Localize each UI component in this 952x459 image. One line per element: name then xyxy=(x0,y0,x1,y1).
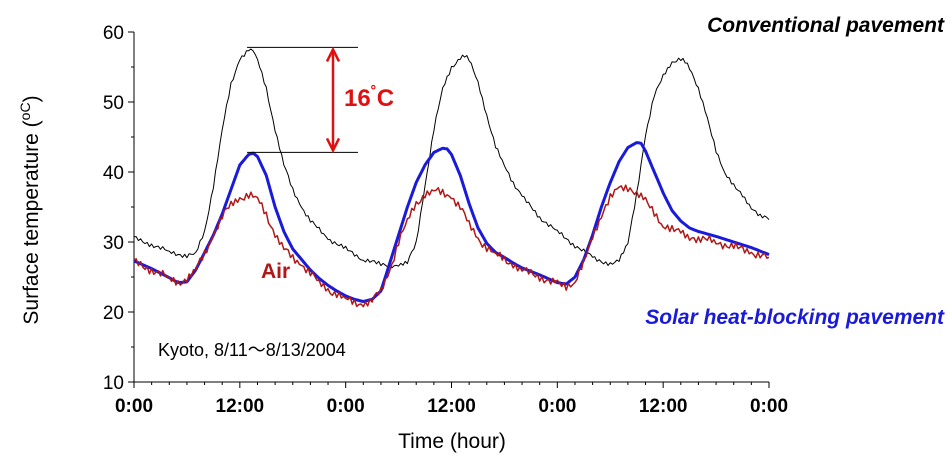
annotation-label: 16˚C xyxy=(344,84,394,112)
y-tick-label: 60 xyxy=(103,23,124,44)
x-tick-label: 0:00 xyxy=(538,396,576,417)
x-tick-label: 12:00 xyxy=(216,396,265,417)
conventional-pavement-line xyxy=(133,48,770,269)
x-tick-label: 0:00 xyxy=(750,396,788,417)
x-tick-label: 0:00 xyxy=(327,396,365,417)
annotation-arrow-head-down xyxy=(325,137,341,154)
y-tick-label: 20 xyxy=(103,303,124,324)
x-axis-title: Time (hour) xyxy=(398,430,506,453)
y-axis-title: Surface temperature (oC) xyxy=(17,95,43,324)
y-tick-label: 30 xyxy=(103,233,124,254)
y-tick-label: 10 xyxy=(103,373,124,394)
annotation-arrow-head-up xyxy=(325,46,341,62)
difference-annotation: 16˚C xyxy=(247,46,394,154)
solar-heat-blocking-pavement-line xyxy=(133,141,770,303)
air-label: Air xyxy=(261,260,290,283)
conventional-pavement-label: Conventional pavement xyxy=(707,14,945,37)
y-tick-label: 50 xyxy=(103,93,124,114)
labels: Surface temperature (oC) Time (hour) Kyo… xyxy=(17,14,945,453)
axes xyxy=(128,31,770,388)
air-line xyxy=(133,184,770,308)
y-tick-label: 40 xyxy=(103,163,124,184)
solar-pavement-label: Solar heat-blocking pavement xyxy=(645,306,945,329)
location-date-note: Kyoto, 8/11～8/13/2004 xyxy=(158,340,346,360)
x-tick-label: 12:00 xyxy=(427,396,476,417)
series-lines xyxy=(133,48,770,308)
x-tick-label: 0:00 xyxy=(115,396,153,417)
x-tick-label: 12:00 xyxy=(639,396,688,417)
